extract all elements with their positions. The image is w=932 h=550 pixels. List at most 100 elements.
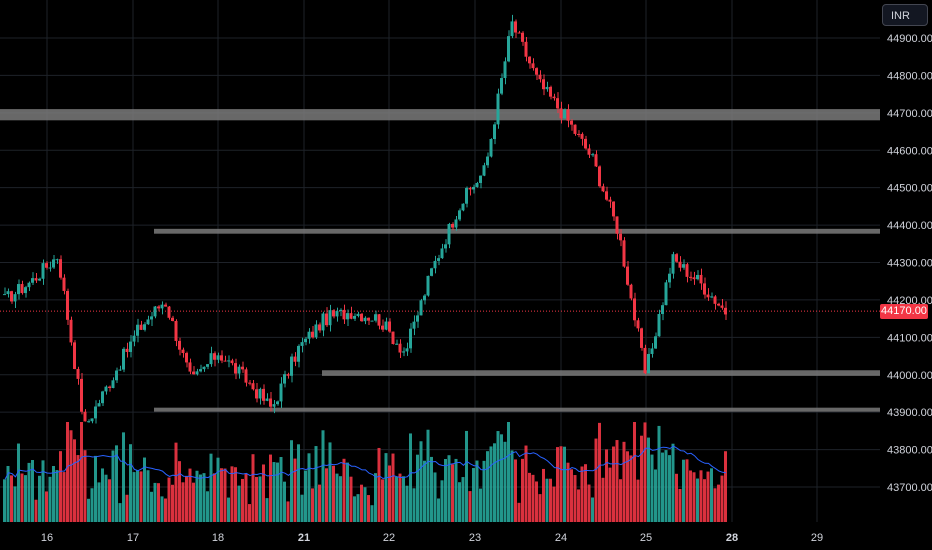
candle-body [661, 305, 664, 315]
volume-bar [538, 494, 542, 522]
horizontal-zone [0, 109, 880, 121]
volume-bar [307, 453, 311, 522]
candle-body [20, 284, 24, 294]
candle-body [405, 348, 409, 352]
candle-body [216, 355, 220, 360]
volume-bar [234, 467, 237, 522]
volume-bar [500, 434, 503, 522]
candle-body [262, 388, 265, 401]
volume-bar [608, 467, 612, 522]
candle-body [230, 360, 234, 364]
candle-body [192, 371, 195, 375]
candle-body [437, 258, 440, 261]
volume-bar [41, 460, 45, 522]
candle-body [703, 283, 706, 295]
volume-bar [605, 449, 608, 522]
volume-bar [195, 470, 199, 522]
candle-body [111, 380, 115, 388]
volume-bar [381, 479, 384, 522]
volume-bar [111, 450, 115, 522]
volume-bar [710, 468, 713, 522]
volume-bar [703, 479, 706, 522]
candle-body [643, 347, 647, 374]
candle-body [13, 294, 17, 302]
candle-body [496, 93, 500, 125]
candle-body [178, 340, 181, 350]
volume-bar [391, 453, 395, 522]
candle-body [531, 63, 535, 69]
candle-body [395, 343, 398, 345]
candle-body [188, 362, 192, 372]
candle-body [83, 411, 87, 422]
volume-bar [157, 483, 160, 522]
candle-body [248, 382, 251, 384]
volume-bar [31, 460, 34, 522]
volume-bar [241, 478, 244, 522]
volume-bar [475, 460, 479, 522]
candle-body [587, 148, 591, 155]
candle-body [227, 360, 230, 362]
volume-bar [80, 422, 83, 522]
volume-bar [104, 474, 108, 522]
candle-body [342, 309, 346, 320]
volume-bar [486, 451, 489, 522]
candle-body [563, 109, 566, 119]
candle-body [503, 61, 507, 79]
candle-body [314, 324, 318, 338]
candle-body [430, 268, 433, 276]
volume-bar [591, 497, 594, 522]
candle-body [223, 360, 227, 362]
volume-bar [447, 455, 451, 522]
horizontal-zone [322, 370, 880, 376]
volume-bar [398, 473, 402, 522]
volume-bar [370, 505, 374, 522]
candle-body [297, 345, 300, 362]
volume-bar [570, 469, 573, 522]
volume-bar [650, 454, 654, 522]
candle-body [272, 404, 276, 407]
volume-bar [685, 459, 689, 522]
x-tick-label: 22 [383, 532, 395, 544]
volume-bar [374, 473, 377, 522]
candle-body [258, 388, 262, 399]
candle-body [696, 274, 699, 280]
volume-bar [279, 457, 283, 522]
volume-bar [251, 454, 255, 522]
y-tick-label: 44400.00 [887, 220, 932, 232]
candle-body [682, 264, 685, 268]
volume-bar [115, 445, 118, 522]
volume-bar [668, 455, 671, 522]
candle-body [94, 406, 97, 419]
volume-bar [503, 441, 507, 522]
volume-bar [514, 459, 517, 522]
volume-bar [542, 468, 545, 522]
volume-bar [258, 476, 262, 522]
x-tick-label: 18 [212, 532, 224, 544]
volume-bar [209, 453, 213, 522]
candle-body [412, 321, 416, 329]
candle-body [580, 133, 584, 139]
candle-body [535, 68, 538, 75]
x-tick-label: 28 [726, 532, 738, 544]
volume-bar [349, 476, 353, 522]
volume-bar [269, 454, 272, 522]
candle-body [17, 284, 20, 295]
candle-body [654, 336, 657, 349]
y-tick-label: 44000.00 [887, 370, 932, 382]
volume-bar [153, 482, 157, 522]
volume-bar [580, 466, 584, 522]
volume-bar [535, 481, 538, 522]
candle-body [136, 324, 139, 336]
currency-button[interactable]: INR [882, 4, 928, 26]
candle-body [724, 307, 727, 315]
volume-bar [213, 473, 216, 522]
volume-bar [290, 440, 293, 522]
volume-bar [696, 478, 699, 522]
candle-body [199, 369, 202, 372]
volume-bar [108, 479, 111, 522]
volume-bar [416, 454, 419, 522]
candle-body [465, 187, 468, 204]
candle-body [97, 403, 101, 407]
volume-bar [178, 461, 181, 522]
